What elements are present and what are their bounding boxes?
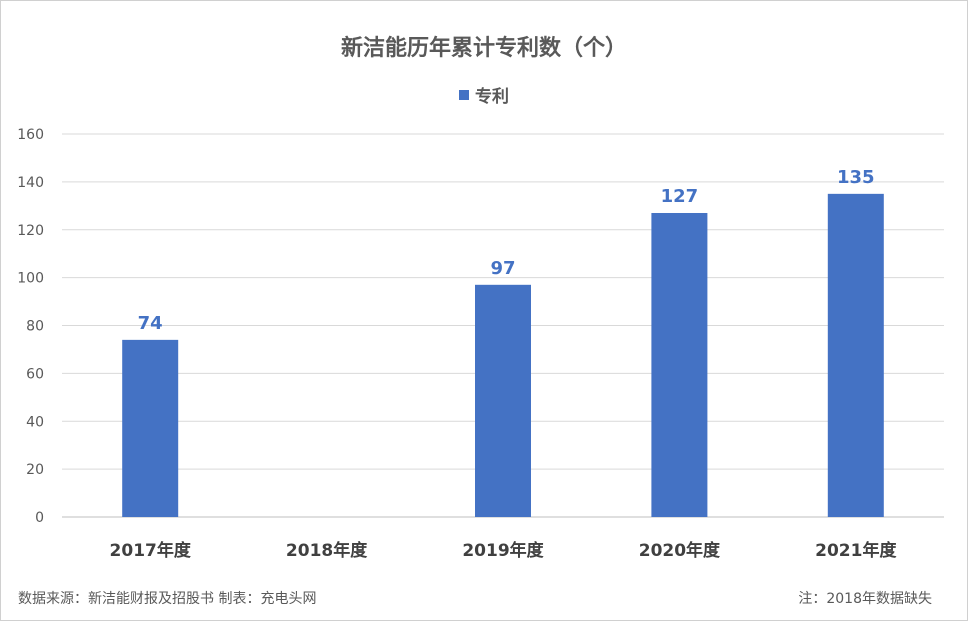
bar <box>827 193 884 517</box>
x-tick-label: 2018年度 <box>286 540 368 561</box>
x-tick-label: 2021年度 <box>815 540 897 561</box>
y-tick-label: 40 <box>26 414 44 430</box>
y-tick-label: 100 <box>17 271 44 287</box>
y-tick-label: 120 <box>17 223 44 239</box>
legend-label: 专利 <box>475 87 509 107</box>
data-label: 74 <box>138 313 163 334</box>
bar <box>651 212 708 517</box>
y-tick-label: 80 <box>26 319 44 335</box>
x-tick-label: 2019年度 <box>462 540 544 561</box>
y-tick-label: 140 <box>17 175 44 191</box>
y-tick-label: 20 <box>26 462 44 478</box>
legend: 专利 <box>0 82 968 107</box>
missing-data-note: 注：2018年数据缺失 <box>798 591 932 607</box>
y-tick-label: 160 <box>17 127 44 143</box>
bar <box>475 284 531 517</box>
data-label: 135 <box>837 167 875 188</box>
data-label: 127 <box>661 186 699 207</box>
y-tick-label: 0 <box>35 510 44 526</box>
chart-title: 新洁能历年累计专利数（个） <box>340 36 627 61</box>
legend-swatch <box>459 89 469 100</box>
x-tick-label: 2017年度 <box>110 540 192 561</box>
y-tick-label: 60 <box>26 366 44 382</box>
data-source-note: 数据来源：新洁能财报及招股书 制表：充电头网 <box>18 591 317 607</box>
bar <box>122 339 179 517</box>
data-label: 97 <box>490 258 515 279</box>
x-tick-label: 2020年度 <box>639 540 721 561</box>
